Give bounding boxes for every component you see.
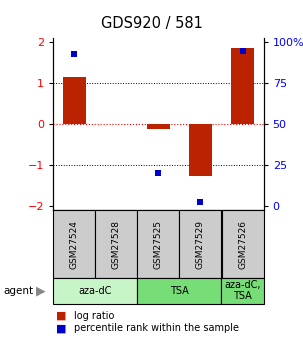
Text: ▶: ▶ xyxy=(36,284,46,297)
Text: GSM27525: GSM27525 xyxy=(154,219,163,269)
Text: aza-dC,
TSA: aza-dC, TSA xyxy=(224,280,261,302)
Bar xyxy=(53,278,137,304)
Bar xyxy=(179,210,221,278)
Bar xyxy=(147,124,170,129)
Text: ■: ■ xyxy=(56,311,67,321)
Text: GSM27529: GSM27529 xyxy=(196,219,205,269)
Bar xyxy=(137,210,179,278)
Text: TSA: TSA xyxy=(170,286,189,296)
Bar xyxy=(189,124,212,176)
Bar xyxy=(231,48,254,124)
Bar xyxy=(221,278,264,304)
Bar xyxy=(95,210,137,278)
Bar xyxy=(221,210,264,278)
Bar xyxy=(53,210,95,278)
Bar xyxy=(137,278,221,304)
Text: log ratio: log ratio xyxy=(74,311,115,321)
Text: aza-dC: aza-dC xyxy=(78,286,112,296)
Text: GSM27528: GSM27528 xyxy=(112,219,121,269)
Text: GSM27524: GSM27524 xyxy=(70,220,78,268)
Text: agent: agent xyxy=(3,286,33,296)
Text: GSM27526: GSM27526 xyxy=(238,219,247,269)
Text: GDS920 / 581: GDS920 / 581 xyxy=(101,16,202,31)
Text: ■: ■ xyxy=(56,324,67,333)
Text: percentile rank within the sample: percentile rank within the sample xyxy=(74,324,239,333)
Bar xyxy=(62,77,86,124)
